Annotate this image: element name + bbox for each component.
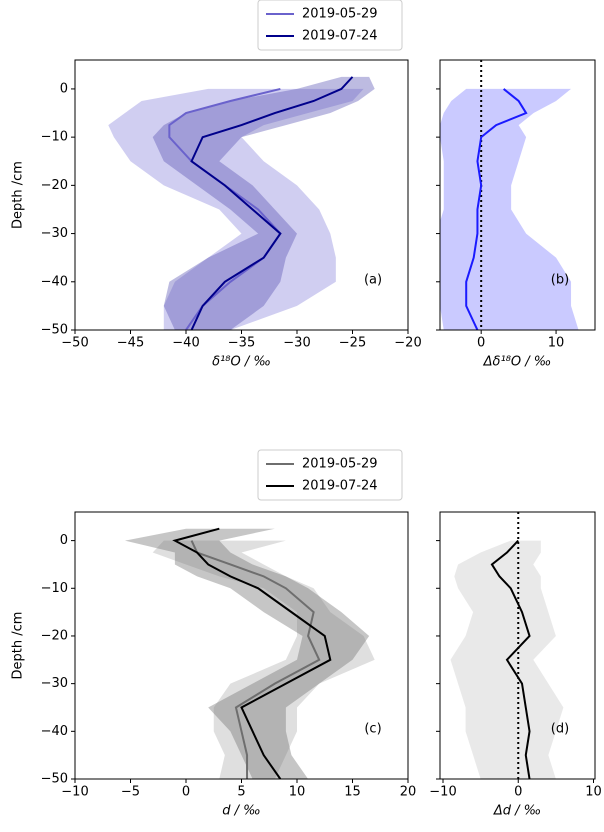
x-tick-label: −35: [228, 336, 255, 351]
band: [152, 76, 375, 330]
axes-frame: [439, 511, 596, 780]
x-tick-label: −5: [121, 785, 140, 800]
y-tick-label: −30: [41, 226, 68, 241]
x-axis-label: Δd / ‰: [493, 804, 541, 819]
panel-label: (c): [364, 722, 381, 737]
x-axis-label: δ¹⁸O / ‰: [212, 355, 271, 370]
x-tick-label: 0: [514, 785, 522, 800]
plot-area: [108, 76, 375, 330]
x-tick-label: −50: [61, 336, 88, 351]
plot-area: [124, 527, 375, 779]
y-axis-label: Depth /cm: [11, 161, 26, 229]
band: [108, 88, 364, 330]
y-tick-label: −20: [41, 628, 68, 643]
profile-line: [190, 76, 354, 330]
plot-area: [450, 512, 564, 779]
legend-label: 2019-07-24: [302, 29, 378, 44]
axes-frame: [439, 59, 596, 331]
profile-line: [490, 539, 531, 779]
plot-area: [440, 60, 579, 330]
x-tick-label: 15: [344, 785, 361, 800]
x-tick-label: 10: [548, 336, 565, 351]
x-tick-label: 10: [585, 785, 602, 800]
x-tick-label: −25: [339, 336, 366, 351]
legend-label: 2019-05-29: [302, 7, 378, 22]
panel-label: (a): [364, 273, 382, 288]
panel-label: (b): [551, 273, 569, 288]
band: [124, 528, 370, 779]
legend-label: 2019-07-24: [302, 479, 378, 494]
y-tick-label: −40: [41, 724, 68, 739]
x-tick-label: 0: [477, 336, 485, 351]
x-axis-label: d / ‰: [222, 804, 260, 819]
x-tick-label: −40: [172, 336, 199, 351]
x-axis-label: Δδ¹⁸O / ‰: [483, 355, 552, 370]
legend-label: 2019-05-29: [302, 457, 378, 472]
band: [152, 540, 375, 779]
y-tick-label: −10: [41, 130, 68, 145]
x-tick-label: 0: [182, 785, 190, 800]
profile-line: [172, 527, 332, 779]
x-tick-label: −10: [61, 785, 88, 800]
y-tick-label: −50: [41, 323, 68, 338]
x-tick-label: 20: [400, 785, 417, 800]
x-tick-label: −45: [117, 336, 144, 351]
x-tick-label: 5: [237, 785, 245, 800]
x-tick-label: 10: [289, 785, 306, 800]
x-tick-label: −30: [283, 336, 310, 351]
y-tick-label: −40: [41, 274, 68, 289]
legend-box: [257, 449, 403, 501]
y-tick-label: −30: [41, 676, 68, 691]
y-tick-label: −10: [41, 581, 68, 596]
profile-line: [190, 540, 321, 779]
x-tick-label: −20: [394, 336, 421, 351]
panel-label: (d): [551, 722, 569, 737]
y-tick-label: 0: [60, 533, 68, 548]
profile-line: [465, 88, 528, 330]
y-axis-label: Depth /cm: [11, 612, 26, 680]
band: [440, 88, 579, 330]
y-tick-label: −20: [41, 178, 68, 193]
legend-box: [257, 0, 403, 51]
y-tick-label: 0: [60, 81, 68, 96]
x-tick-label: −10: [429, 785, 456, 800]
y-tick-label: −50: [41, 772, 68, 787]
